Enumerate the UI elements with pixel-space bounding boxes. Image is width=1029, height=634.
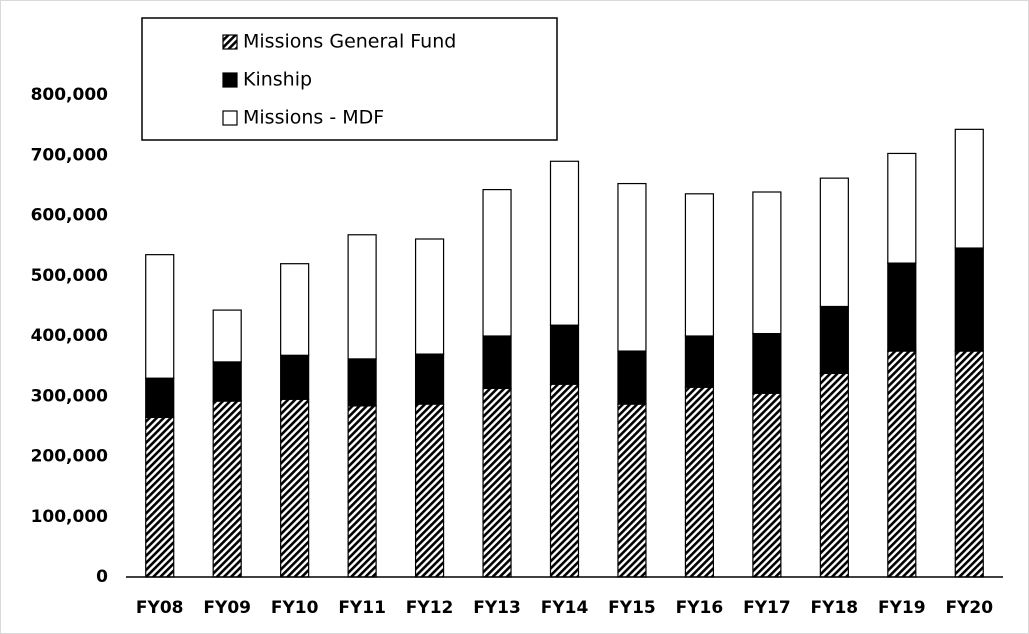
x-tick-label: FY08: [136, 598, 184, 618]
bar-segment: [819, 177, 849, 308]
bar-segment: [280, 398, 310, 578]
legend-label: Missions General Fund: [243, 31, 456, 53]
x-tick-label: FY17: [743, 598, 791, 618]
bar-segment: [145, 377, 175, 418]
bar-segment: [347, 405, 377, 578]
y-tick-label: 0: [96, 567, 108, 587]
bar-segment: [482, 387, 512, 578]
bar-segment: [954, 128, 984, 249]
x-tick-label: FY10: [271, 598, 319, 618]
bar-segment: [212, 361, 242, 402]
bar-segment: [684, 193, 715, 337]
bar-segment: [347, 234, 377, 360]
bar-segment: [617, 403, 647, 578]
bar-segment: [617, 182, 647, 352]
bar-segment: [482, 188, 512, 337]
bar-segment: [819, 372, 849, 578]
legend-label: Kinship: [243, 69, 312, 91]
y-tick-label: 100,000: [31, 507, 109, 527]
x-tick-label: FY14: [541, 598, 589, 618]
x-tick-label: FY09: [203, 598, 251, 618]
bar-segment: [752, 191, 782, 335]
bar-segment: [549, 160, 580, 326]
bar-segment: [549, 383, 580, 578]
bar-segment: [414, 353, 445, 405]
bar-segment: [819, 305, 849, 374]
bar-segment: [684, 335, 715, 388]
bar-segment: [212, 400, 242, 578]
x-tick-label: FY20: [945, 598, 993, 618]
x-tick-label: FY11: [338, 598, 386, 618]
x-tick-label: FY18: [811, 598, 859, 618]
bar-segment: [549, 324, 580, 385]
x-tick-label: FY12: [406, 598, 454, 618]
bar-segment: [887, 262, 917, 352]
bar-segment: [887, 350, 917, 578]
y-tick-label: 700,000: [31, 145, 109, 165]
legend-swatch: [222, 34, 238, 50]
bar-segment: [887, 152, 917, 264]
bar-segment: [212, 309, 242, 363]
bar-segment: [752, 392, 782, 578]
x-tick-label: FY13: [473, 598, 521, 618]
legend-swatch: [222, 110, 238, 126]
x-tick-label: FY16: [676, 598, 724, 618]
y-tick-label: 200,000: [31, 447, 109, 467]
bar-segment: [954, 350, 984, 578]
bar-segment: [347, 358, 377, 407]
bar-segment: [414, 403, 445, 578]
bar-segment: [280, 263, 310, 356]
bar-segment: [280, 354, 310, 400]
legend-swatch: [222, 72, 238, 88]
bar-segment: [482, 335, 512, 390]
y-tick-label: 500,000: [31, 266, 109, 286]
bar-segment: [684, 386, 715, 578]
x-tick-label: FY15: [608, 598, 656, 618]
bar-segment: [752, 332, 782, 394]
legend-label: Missions - MDF: [243, 107, 384, 129]
bar-segment: [617, 350, 647, 405]
bar-segment: [954, 247, 984, 352]
y-tick-label: 300,000: [31, 386, 109, 406]
bar-segment: [145, 416, 175, 578]
y-tick-label: 400,000: [31, 326, 109, 346]
bar-segment: [414, 238, 445, 355]
y-tick-label: 600,000: [31, 206, 109, 226]
legend-box: [141, 17, 558, 141]
bar-segment: [145, 254, 175, 379]
y-tick-label: 800,000: [31, 85, 109, 105]
x-tick-label: FY19: [878, 598, 926, 618]
